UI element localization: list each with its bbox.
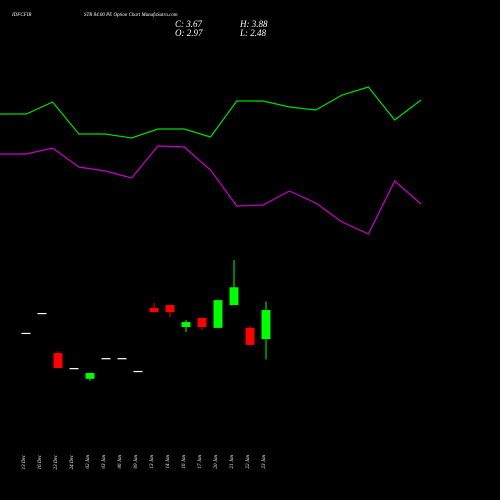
x-tick-label: 17 Jan [198,455,203,469]
candle-body [85,373,95,379]
x-tick-label: 23 Dec [54,454,59,469]
low-summary: L: 2.48 [239,28,267,38]
candle-body [165,305,175,313]
candle-body [229,287,239,306]
open-summary: O: 2.97 [175,28,203,38]
x-tick-label: 14 Jan [166,455,171,469]
x-tick-label: 21 Jan [230,455,235,469]
x-tick-label: 24 Dec [70,454,75,469]
x-tick-label: 13 Jan [150,455,155,469]
candle-body [53,353,63,369]
candle-body [101,358,111,360]
chart-title: STR 84.00 PE Option Chart MunafaSutra.co… [84,13,178,18]
x-tick-label: 02 Jan [86,455,91,469]
candle-body [21,332,31,335]
candle-body [37,312,47,315]
candle-body [181,322,191,328]
indicator-line [0,86,422,139]
symbol: IDFCFIR [11,13,31,18]
candle-body [69,368,79,370]
candle-body [261,310,271,340]
indicator-line [0,145,422,235]
candle-body [149,307,159,313]
x-tick-label: 20 Jan [214,455,219,469]
candle-body [213,300,223,328]
candle-body [245,327,255,345]
x-tick-label: 13 Dec [22,454,27,469]
x-tick-label: 16 Jan [182,455,187,469]
x-tick-label: 03 Jan [102,455,107,469]
x-tick-label: 22 Jan [246,455,251,469]
x-tick-label: 16 Dec [38,454,43,469]
high-summary: H: 3.88 [239,19,268,29]
x-tick-label: 06 Jan [118,455,123,469]
x-tick-label: 23 Jan [262,455,267,469]
close-summary: C: 3.67 [175,19,203,29]
candle-body [133,370,143,373]
x-tick-label: 09 Jan [134,455,139,469]
candle-body [197,317,207,328]
candle-body [117,358,127,360]
